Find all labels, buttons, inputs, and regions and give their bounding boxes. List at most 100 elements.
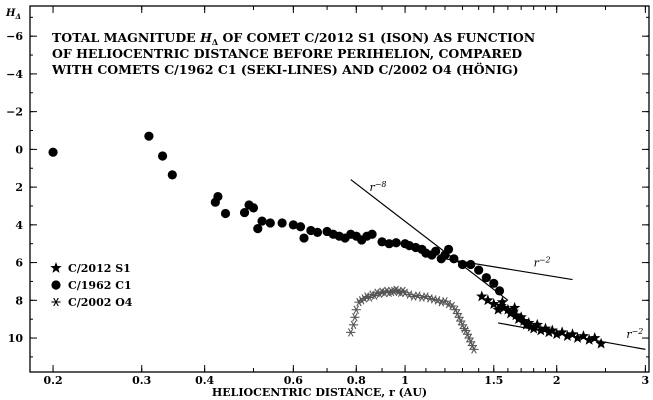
data-point-circle bbox=[257, 216, 267, 226]
x-tick-label: 2 bbox=[553, 374, 561, 387]
text-labels: 0.2 0.3 0.4 0.6 0.8 1 1.5 2 3 −6 −4 −2 0 2 4 6 8 10 HELIOC… bbox=[5, 8, 649, 399]
data-point-asterisk bbox=[351, 305, 361, 315]
data-point-circle bbox=[436, 254, 446, 264]
data-point-circle bbox=[312, 227, 323, 237]
data-point-star bbox=[539, 322, 552, 334]
data-point-circle bbox=[391, 238, 401, 248]
data-point-circle bbox=[288, 220, 298, 230]
legend-label: C/1962 C1 bbox=[68, 279, 132, 292]
data-point-circle bbox=[144, 131, 154, 141]
data-point-circle bbox=[239, 207, 250, 218]
data-point-circle bbox=[431, 246, 441, 256]
legend-label: C/2012 S1 bbox=[68, 262, 131, 275]
y-tick-label: 6 bbox=[15, 257, 23, 270]
data-point-star bbox=[577, 330, 590, 342]
y-tick-label: 10 bbox=[8, 332, 24, 345]
legend-marker bbox=[51, 280, 61, 290]
data-point-star bbox=[527, 322, 540, 334]
data-point-circle bbox=[265, 218, 275, 228]
chart-title-line: WITH COMETS C/1962 C1 (SEKI-LINES) AND C… bbox=[51, 61, 519, 77]
data-point-circle bbox=[277, 218, 287, 228]
data-point-star bbox=[515, 311, 527, 323]
y-tick-label: 2 bbox=[15, 181, 23, 194]
chart-title-line: OF HELIOCENTRIC DISTANCE BEFORE PERIHELI… bbox=[52, 46, 522, 61]
data-point-star bbox=[523, 316, 535, 328]
data-point-star bbox=[556, 326, 568, 338]
data-point-star bbox=[583, 333, 595, 345]
y-axis-label: HΔ bbox=[5, 8, 21, 21]
data-point-star bbox=[531, 318, 543, 330]
data-point-star bbox=[561, 330, 574, 342]
data-point-star bbox=[512, 313, 525, 325]
data-point-circle bbox=[157, 151, 168, 161]
data-point-circle bbox=[377, 237, 387, 247]
data-point-star bbox=[510, 309, 522, 321]
series-circle bbox=[48, 131, 505, 296]
data-point-circle bbox=[295, 222, 306, 232]
reference-lines bbox=[350, 179, 646, 350]
data-point-asterisk bbox=[346, 328, 356, 337]
data-point-circle bbox=[213, 191, 223, 202]
x-tick-label: 0.2 bbox=[43, 374, 62, 387]
data-point-circle bbox=[466, 259, 476, 270]
data-point-asterisk bbox=[348, 320, 359, 330]
chart-title-line: TOTAL MAGNITUDE HΔ OF COMET C/2012 S1 (I… bbox=[52, 30, 535, 47]
data-point-circle bbox=[449, 254, 459, 264]
x-tick-label: 0.3 bbox=[132, 374, 151, 387]
data-point-star bbox=[566, 328, 579, 340]
y-tick-label: −4 bbox=[6, 68, 23, 81]
data-point-circle bbox=[494, 286, 505, 296]
data-point-star bbox=[476, 290, 488, 302]
data-point-star bbox=[488, 298, 500, 309]
data-point-star bbox=[535, 324, 547, 336]
data-point-circle bbox=[457, 259, 468, 270]
data-point-circle bbox=[489, 278, 499, 288]
data-point-circle bbox=[167, 170, 177, 180]
power-law-line bbox=[350, 179, 509, 301]
legend: C/2012 S1 C/1962 C1 C/2002 O4 bbox=[50, 262, 133, 309]
data-point-circle bbox=[220, 208, 231, 219]
data-point-asterisk bbox=[359, 294, 369, 303]
data-point-star bbox=[508, 301, 521, 313]
plot-frame bbox=[29, 5, 650, 373]
power-law-label: r−2 bbox=[626, 327, 643, 341]
data-point-star bbox=[482, 294, 494, 306]
x-tick-label: 1.5 bbox=[484, 374, 503, 387]
data-point-star bbox=[543, 326, 555, 338]
data-point-circle bbox=[48, 147, 58, 157]
data-point-circle bbox=[248, 203, 259, 213]
data-point-star bbox=[518, 315, 530, 326]
series-star bbox=[476, 290, 607, 349]
series-asterisk bbox=[346, 285, 479, 354]
data-point-circle bbox=[299, 233, 309, 243]
data-point-circle bbox=[253, 224, 263, 234]
data-point-star bbox=[595, 337, 607, 349]
data-point-star bbox=[498, 301, 510, 313]
data-point-circle bbox=[384, 239, 394, 249]
data-point-circle bbox=[367, 229, 377, 239]
x-axis-label: HELIOCENTRIC DISTANCE, r (AU) bbox=[212, 386, 427, 399]
y-tick-label: 4 bbox=[15, 219, 23, 232]
data-point-star bbox=[525, 320, 537, 332]
legend-marker bbox=[51, 297, 61, 307]
legend-marker bbox=[50, 262, 62, 273]
power-law-label: r−2 bbox=[534, 255, 551, 269]
data-point-asterisk bbox=[447, 301, 457, 311]
data-point-circle bbox=[474, 265, 484, 275]
data-point-star bbox=[502, 303, 514, 315]
x-tick-label: 1 bbox=[401, 374, 409, 387]
data-point-star bbox=[546, 324, 558, 336]
y-tick-label: −2 bbox=[6, 106, 23, 119]
data-point-circle bbox=[481, 273, 491, 283]
data-point-star bbox=[496, 296, 509, 308]
legend-label: C/2002 O4 bbox=[68, 296, 133, 309]
y-tick-label: −6 bbox=[6, 30, 23, 43]
axis-ticks bbox=[30, 6, 649, 372]
power-law-label: r−8 bbox=[370, 180, 387, 194]
data-point-star bbox=[571, 332, 584, 343]
data-point-circle bbox=[443, 244, 454, 254]
x-tick-label: 3 bbox=[642, 374, 650, 387]
y-tick-label: 0 bbox=[15, 143, 23, 156]
x-tick-label: 0.8 bbox=[347, 374, 366, 387]
